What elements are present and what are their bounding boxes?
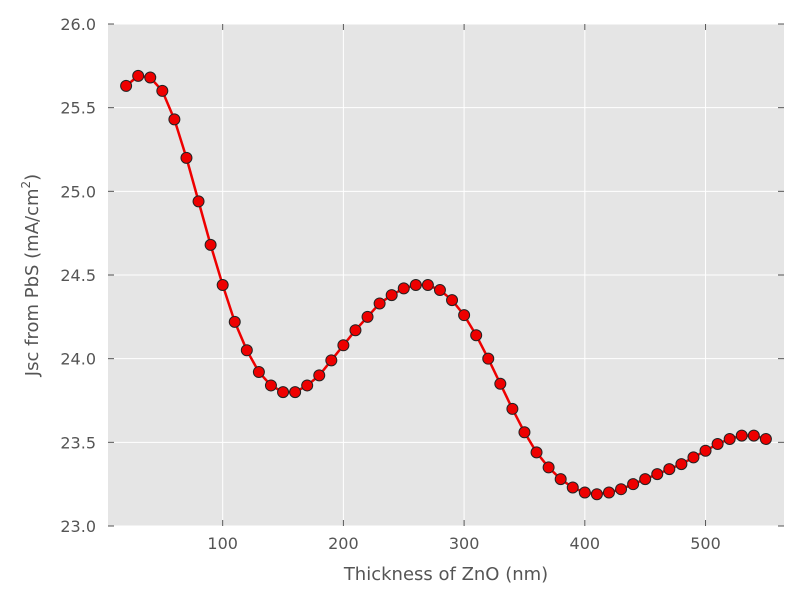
data-point — [458, 309, 471, 322]
x-tick-label: 100 — [207, 534, 238, 553]
data-point — [240, 344, 253, 357]
ticks — [108, 23, 784, 527]
y-tick-label: 23.0 — [60, 517, 96, 536]
data-point — [651, 468, 664, 481]
y-tick-label: 26.0 — [60, 15, 96, 34]
x-tick-label: 200 — [328, 534, 359, 553]
data-point — [289, 386, 302, 399]
data-point — [554, 473, 567, 486]
y-tick-label: 24.5 — [60, 266, 96, 285]
data-point — [578, 486, 591, 499]
data-point — [156, 84, 169, 97]
tick-labels: 100 200 300 400 500 23.0 23.5 24.0 24.5 25.0 25.5 2… — [60, 15, 720, 553]
data-point — [446, 294, 459, 307]
data-point — [711, 438, 724, 451]
data-point — [627, 478, 640, 491]
data-point — [385, 289, 398, 302]
data-point — [518, 426, 531, 439]
data-point — [216, 279, 229, 292]
data-point — [639, 473, 652, 486]
data-point — [349, 324, 362, 337]
data-point — [470, 329, 483, 342]
x-axis-label: Thickness of ZnO (nm) — [343, 564, 548, 585]
data-point — [530, 446, 543, 459]
y-tick-label: 24.0 — [60, 350, 96, 369]
data-point — [373, 297, 386, 310]
data-point — [325, 354, 338, 367]
y-axis-label-close: ) — [22, 174, 43, 181]
data-point — [735, 429, 748, 442]
data-point — [759, 432, 772, 445]
x-tick-label: 400 — [570, 534, 601, 553]
data-point — [602, 486, 615, 499]
data-point — [144, 71, 157, 84]
data-point — [699, 444, 712, 457]
data-point — [397, 282, 410, 295]
x-tick-label: 500 — [690, 534, 721, 553]
y-tick-label: 23.5 — [60, 433, 96, 452]
data-point — [494, 377, 507, 390]
data-point — [132, 69, 145, 82]
data-point — [277, 386, 290, 399]
data-point — [361, 310, 374, 323]
data-point — [192, 195, 205, 208]
data-point — [566, 481, 579, 494]
data-point — [747, 429, 760, 442]
y-tick-label: 25.0 — [60, 182, 96, 201]
x-tick-label: 300 — [449, 534, 480, 553]
data-point — [168, 113, 181, 126]
data-point — [228, 315, 241, 328]
y-axis-label-sup: 2 — [19, 181, 33, 189]
data-point — [482, 352, 495, 365]
data-point — [337, 339, 350, 352]
data-point — [180, 151, 193, 164]
data-point — [675, 458, 688, 471]
y-axis-label: Jsc from PbS (mA/cm2) — [19, 174, 43, 377]
data-point — [120, 79, 133, 92]
data-point — [421, 279, 434, 292]
data-point — [687, 451, 700, 464]
data-point — [542, 461, 555, 474]
data-point — [723, 432, 736, 445]
markers — [120, 69, 772, 501]
data-point — [252, 366, 265, 379]
data-point — [301, 379, 314, 392]
data-point — [433, 284, 446, 297]
data-point — [313, 369, 326, 382]
data-point — [264, 379, 277, 392]
data-point — [590, 488, 603, 501]
data-point — [663, 463, 676, 476]
data-point — [409, 279, 422, 292]
data-point — [204, 238, 217, 251]
data-point — [615, 483, 628, 496]
y-axis-label-main: Jsc from PbS (mA/cm — [22, 188, 43, 377]
data-point — [506, 402, 519, 415]
y-tick-label: 25.5 — [60, 99, 96, 118]
